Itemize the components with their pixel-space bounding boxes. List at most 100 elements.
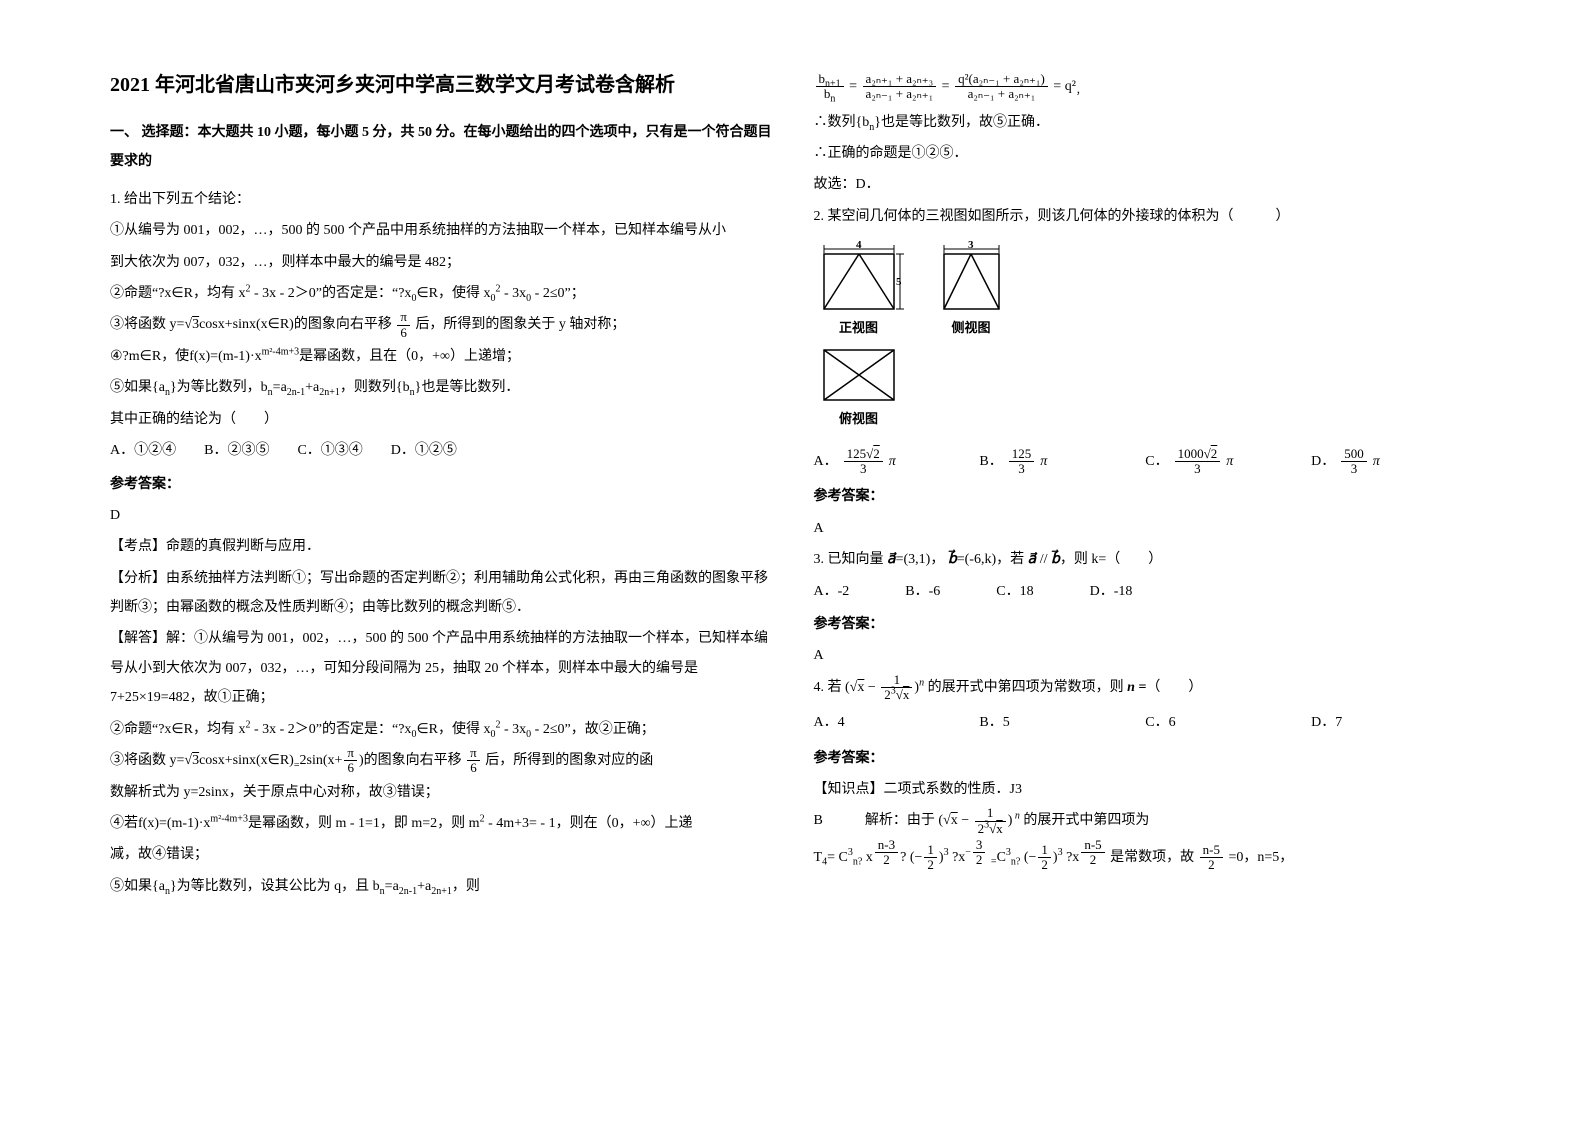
top-view: 俯视图 [814, 345, 904, 432]
q3-answer-label: 参考答案： [814, 610, 1478, 639]
q1-answer-label: 参考答案： [110, 470, 774, 499]
bn1-bn: bn+1 bn [816, 72, 844, 102]
dim-5: 5 [896, 276, 902, 288]
q1-l3d: - 3x [500, 286, 526, 301]
q3-options: A．-2 B．-6 C．18 D．-18 [814, 577, 1478, 606]
q2a-frac: 125√23 [844, 447, 883, 477]
sub-n: n [830, 94, 835, 105]
q1-l3b: - 3x - 2＞0”的否定是：“?x [250, 286, 411, 301]
jd5a: ⑤如果{a [110, 879, 165, 894]
q2d-frac: 5003 [1341, 447, 1367, 477]
top-view-svg [814, 345, 904, 405]
q2-opt-c: C． 1000√23π [1145, 447, 1311, 477]
r1b: }也是等比数列，故⑤正确． [874, 115, 1049, 130]
q4-options: A．4 B．5 C．6 D．7 [814, 708, 1478, 737]
q3d: =(-6,k) [957, 552, 996, 567]
q2b-frac: 1253 [1009, 447, 1035, 477]
jd2b: - 3x - 2＞0”的否定是：“?x [250, 722, 411, 737]
C1: C [838, 850, 847, 865]
sub-2nm1: 2n-1 [287, 387, 305, 398]
nm3-2: n-32 [875, 838, 898, 868]
nm5d2: 2 [1200, 858, 1223, 872]
a2nm1a: a₂ₙ₋₁ [866, 86, 893, 101]
side-view-svg: 3 [934, 239, 1009, 314]
sqrtx2: x [903, 687, 910, 702]
q4-opt-b: B．5 [979, 708, 1145, 737]
v500: 500 [1341, 447, 1367, 462]
q2-opt-b: B． 1253π [979, 447, 1145, 477]
nm5n2: n-5 [1200, 843, 1223, 858]
a-ratio-2-den: a₂ₙ₋₁ + a₂ₙ₊₁ [955, 87, 1048, 101]
q3e: ，若 [996, 552, 1024, 567]
section-1-heading: 一、 选择题：本大题共 10 小题，每小题 5 分，共 50 分。在每小题给出的… [110, 118, 774, 177]
sq2a: 2 [873, 446, 880, 461]
a2n1d: a₂ₙ₊₁ [1008, 86, 1035, 101]
q1-jieda-4b: 减，故④错误； [110, 840, 774, 869]
q4c: （ ） [1146, 680, 1202, 695]
q4-jiexi-2: T4= C3n? xn-32? (−12)3 ?x−32 =C3n? (−12)… [814, 838, 1478, 872]
vec-a: a⃗ [887, 552, 896, 567]
q1-l4b: y= [170, 317, 185, 332]
q1-jieda-3b: 数解析式为 y=2sinx，关于原点中心对称，故③错误； [110, 778, 774, 807]
views-row-top: 4 5 正视图 3 侧视图 [814, 239, 1478, 341]
q4-opt-a: A．4 [814, 708, 980, 737]
q1-l3c: ∈R，使得 x [416, 286, 490, 301]
q3b: =(3,1) [896, 552, 931, 567]
bn1: bn+1 [816, 72, 844, 87]
nm5n: n-5 [1081, 838, 1104, 853]
q1-fenxi: 【分析】由系统抽样方法判断①；写出命题的否定判断②；利用辅助角公式化积，再由三角… [110, 564, 774, 623]
sup3b: 3 [944, 847, 949, 858]
q1-stem: 1. 给出下列五个结论： [110, 185, 774, 214]
q4-jiexi-1: B 解析：由于 (√x − 123√x) n 的展开式中第四项为 [814, 806, 1478, 836]
left-column: 2021 年河北省唐山市夹河乡夹河中学高三数学文月考试卷含解析 一、 选择题：本… [90, 70, 794, 1092]
nm5-2b: n-52 [1200, 843, 1223, 873]
ratio-formula: bn+1 bn = a₂ₙ₊₁ + a₂ₙ₊₃ a₂ₙ₋₁ + a₂ₙ₊₁ = … [814, 72, 1478, 102]
r3: 故选：D． [814, 170, 1478, 199]
q1-line7: 其中正确的结论为（ ） [110, 405, 774, 434]
q2c-frac: 1000√23 [1175, 447, 1221, 477]
sqrtx4: x [996, 821, 1003, 836]
front-view-label: 正视图 [814, 314, 904, 341]
q1-l6f: }也是等比数列． [415, 380, 520, 395]
jd4d: - 4m+3= - 1，则在（0，+∞）上递 [485, 816, 693, 831]
bn: bn [816, 87, 844, 101]
pi6c-num: π [467, 746, 480, 761]
one3: 1 [924, 843, 937, 858]
sup3d: 3 [1058, 847, 1063, 858]
q1-kaodian: 【考点】命题的真假判断与应用． [110, 532, 774, 561]
q1-l4a: ③将函数 [110, 317, 170, 332]
C2: C [997, 850, 1006, 865]
q4-kp: 【知识点】二项式系数的性质．J3 [814, 775, 1478, 804]
q4-den: 23√x [881, 688, 912, 702]
q1-jieda-2: ②命题“?x∈R，均有 x2 - 3x - 2＞0”的否定是：“?x0∈R，使得… [110, 715, 774, 744]
q1-line1: ①从编号为 001，002，…，500 的 500 个产品中用系统抽样的方法抽取… [110, 216, 774, 245]
q2-stem: 2. 某空间几何体的三视图如图所示，则该几何体的外接球的体积为（ ） [814, 202, 1478, 231]
q1-l5a: ④?m∈R，使 [110, 349, 189, 364]
q1-l6c: =a [273, 380, 287, 395]
q-squared: q² [1065, 79, 1076, 94]
v3d: 3 [1341, 462, 1367, 476]
q1-l5b: f(x)=(m-1)·x [189, 349, 261, 364]
a2n3a: a₂ₙ₊₃ [906, 71, 933, 86]
q2a-num: 125√2 [844, 447, 883, 462]
q1-l4d: 的图象向右平移 [294, 317, 396, 332]
nn1: n [853, 857, 858, 868]
jd3f: 的图象向右平移 [364, 753, 466, 768]
sub4: 4 [822, 857, 827, 868]
half2: 12 [1038, 843, 1051, 873]
a-ratio-1: a₂ₙ₊₁ + a₂ₙ₊₃ a₂ₙ₋₁ + a₂ₙ₊₁ [863, 72, 937, 102]
dim-3: 3 [968, 239, 974, 251]
exp-m2: m²-4m+3 [210, 813, 248, 824]
pi6b-den: 6 [344, 761, 357, 775]
T-label: T [814, 850, 823, 865]
a-ratio-2-num: q²(a₂ₙ₋₁ + a₂ₙ₊₁) [955, 72, 1048, 87]
jd5-2np1: 2n+1 [431, 886, 452, 897]
v3c: 3 [1175, 462, 1221, 476]
q1-l3a: ②命题“?x∈R，均有 x [110, 286, 245, 301]
jd4b: f(x)=(m-1)·x [138, 816, 210, 831]
jd5e: ，则 [452, 879, 480, 894]
q1-jieda-5: ⑤如果{an}为等比数列，设其公比为 q，且 bn=a2n-1+a2n+1，则 [110, 872, 774, 901]
jd2c: ∈R，使得 x [416, 722, 490, 737]
three2: 3 [973, 838, 986, 853]
v1000: 1000 [1178, 446, 1204, 461]
